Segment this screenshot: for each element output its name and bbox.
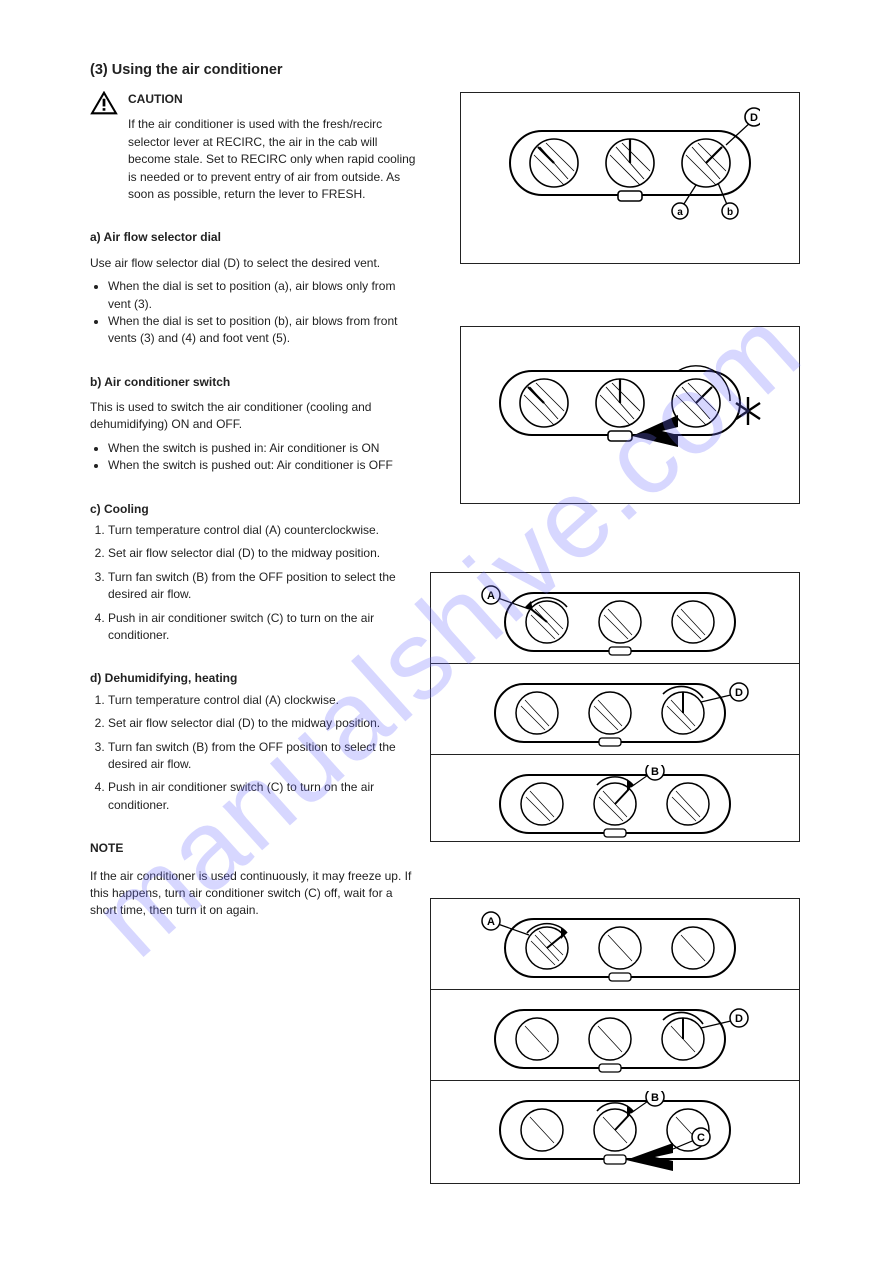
figure-cooling: A D: [430, 572, 800, 842]
list-item: When the switch is pushed out: Air condi…: [108, 457, 420, 474]
label-D: D: [750, 112, 758, 124]
control-panel-diagram: B C: [475, 1091, 755, 1183]
figure-ac-switch: [460, 326, 800, 504]
label-b: b: [727, 207, 733, 218]
control-panel-diagram: D: [475, 674, 755, 752]
list-item: Set air flow selector dial (D) to the mi…: [108, 715, 420, 732]
list-item: Turn temperature control dial (A) counte…: [108, 522, 420, 539]
list-item: Set air flow selector dial (D) to the mi…: [108, 545, 420, 562]
list-item: When the switch is pushed in: Air condit…: [108, 440, 420, 457]
label-a: a: [677, 207, 683, 218]
control-panel-diagram: A: [475, 583, 755, 661]
list-item: Push in air conditioner switch (C) to tu…: [108, 610, 420, 645]
svg-text:B: B: [651, 766, 659, 778]
figure-dehumidify: A D: [430, 898, 800, 1184]
subsection-title: a) Air flow selector dial: [90, 229, 420, 246]
warning-triangle-icon: [90, 91, 118, 115]
control-panel-diagram: D a b: [500, 103, 760, 223]
control-panel-diagram: D: [475, 1000, 755, 1078]
svg-text:C: C: [697, 1132, 705, 1144]
caution-text: If the air conditioner is used with the …: [128, 116, 420, 203]
subsection-title: d) Dehumidifying, heating: [90, 670, 420, 687]
note-label: NOTE: [90, 840, 420, 857]
section-heading: (3) Using the air conditioner: [90, 60, 420, 81]
subsection-body: This is used to switch the air condition…: [90, 399, 420, 434]
note-text: If the air conditioner is used continuou…: [90, 868, 420, 920]
svg-text:D: D: [735, 1013, 743, 1025]
list-item: When the dial is set to position (b), ai…: [108, 313, 420, 348]
left-column: (3) Using the air conditioner CAUTION If…: [90, 60, 420, 920]
svg-text:A: A: [487, 916, 495, 928]
list-item: Turn fan switch (B) from the OFF positio…: [108, 739, 420, 774]
figure-airflow-dial: D a b: [460, 92, 800, 264]
subsection-title: b) Air conditioner switch: [90, 374, 420, 391]
control-panel-diagram: B: [475, 765, 755, 843]
list-item: Turn temperature control dial (A) clockw…: [108, 692, 420, 709]
control-panel-diagram: A: [475, 909, 755, 987]
svg-text:B: B: [651, 1092, 659, 1104]
subsection-body: Use air flow selector dial (D) to select…: [90, 255, 420, 272]
subsection-title: c) Cooling: [90, 501, 420, 518]
list-item: Push in air conditioner switch (C) to tu…: [108, 779, 420, 814]
list-item: Turn fan switch (B) from the OFF positio…: [108, 569, 420, 604]
control-panel-diagram: [490, 337, 770, 467]
list-item: When the dial is set to position (a), ai…: [108, 278, 420, 313]
svg-text:D: D: [735, 687, 743, 699]
caution-label: CAUTION: [128, 91, 420, 108]
svg-text:A: A: [487, 590, 495, 602]
